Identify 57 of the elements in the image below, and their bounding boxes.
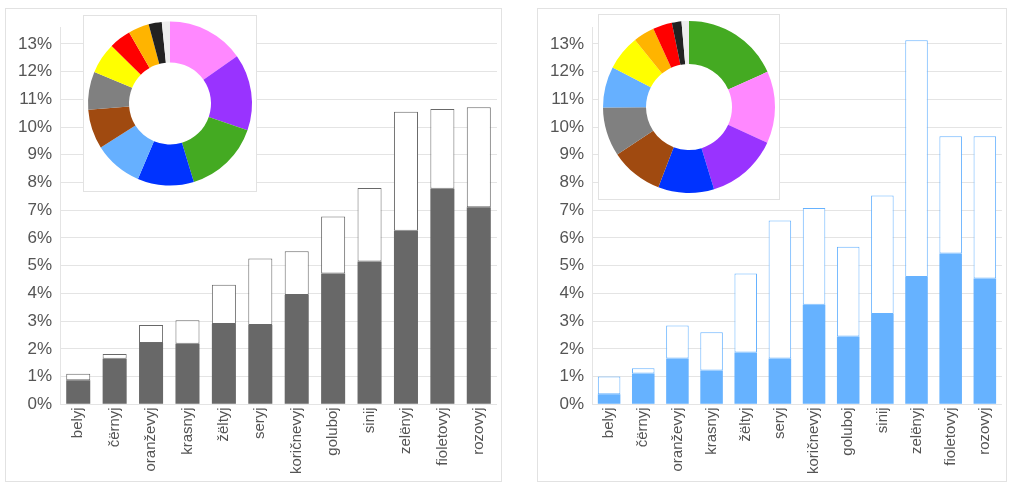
x-tick-label: žëltyj	[735, 407, 753, 442]
x-tick-label: sinij	[359, 407, 377, 434]
y-tick-label: 0%	[559, 394, 585, 413]
y-tick-label: 4%	[559, 283, 585, 303]
y-tick-label: 8%	[559, 172, 585, 192]
x-tick-label: sinij	[872, 407, 890, 434]
x-tick-label: fioletovyj	[940, 407, 958, 466]
y-tick-label: 10%	[17, 116, 53, 136]
x-tick-label: žëltyj	[214, 407, 232, 442]
x-tick-label: belyj	[599, 407, 617, 439]
x-tick-label: zelënyj	[906, 407, 924, 455]
x-tick-label: koričnevyj	[286, 407, 304, 474]
bar	[700, 370, 723, 404]
x-tick-label: goluboj	[838, 407, 856, 456]
y-tick-label: 8%	[27, 172, 53, 192]
x-tick-label: krasnyj	[177, 407, 195, 455]
x-tick-label: zelënyj	[396, 407, 414, 455]
y-tick-label: 10%	[549, 116, 585, 136]
y-tick-label: 2%	[27, 338, 53, 358]
y-tick-label: 1%	[27, 366, 53, 386]
x-tick-label: goluboj	[323, 407, 341, 456]
x-tick-label: čërnyj	[633, 407, 651, 448]
y-tick-label: 3%	[27, 310, 53, 330]
x-tick-label: oranževyj	[667, 407, 685, 472]
y-tick-label: 5%	[27, 255, 53, 275]
y-tick-label: 7%	[27, 199, 53, 219]
y-tick-label: 13%	[17, 33, 53, 53]
bar	[666, 358, 689, 404]
y-tick-label: 3%	[559, 310, 585, 330]
y-tick-label: 4%	[27, 283, 53, 303]
bar	[102, 358, 127, 404]
y-tick-label: 1%	[559, 366, 585, 386]
y-tick-label: 12%	[549, 61, 585, 81]
x-tick-label: belyj	[68, 407, 86, 439]
x-tick-label: seryj	[770, 407, 788, 439]
y-tick-label: 11%	[551, 88, 585, 108]
x-tick-label: krasnyj	[701, 407, 719, 455]
x-tick-label: čërnyj	[104, 407, 122, 448]
y-tick-label: 9%	[27, 144, 53, 164]
y-tick-label: 0%	[27, 394, 53, 413]
y-tick-label: 11%	[19, 88, 53, 108]
x-tick-label: koričnevyj	[804, 407, 822, 474]
y-tick-label: 9%	[559, 144, 585, 164]
y-tick-label: 6%	[27, 227, 53, 247]
bar	[631, 373, 655, 404]
y-tick-label: 12%	[17, 61, 53, 81]
y-tick-label: 5%	[559, 255, 585, 275]
x-tick-label: oranževyj	[141, 407, 159, 472]
x-tick-label: rozovyj	[468, 407, 486, 455]
x-tick-label: seryj	[250, 407, 268, 439]
y-tick-label: 13%	[549, 33, 585, 53]
y-tick-label: 2%	[559, 338, 585, 358]
y-tick-label: 7%	[559, 199, 585, 219]
bar	[939, 253, 962, 404]
x-tick-label: fioletovyj	[432, 407, 450, 466]
x-tick-label: rozovyj	[974, 407, 992, 455]
y-tick-label: 6%	[559, 227, 585, 247]
